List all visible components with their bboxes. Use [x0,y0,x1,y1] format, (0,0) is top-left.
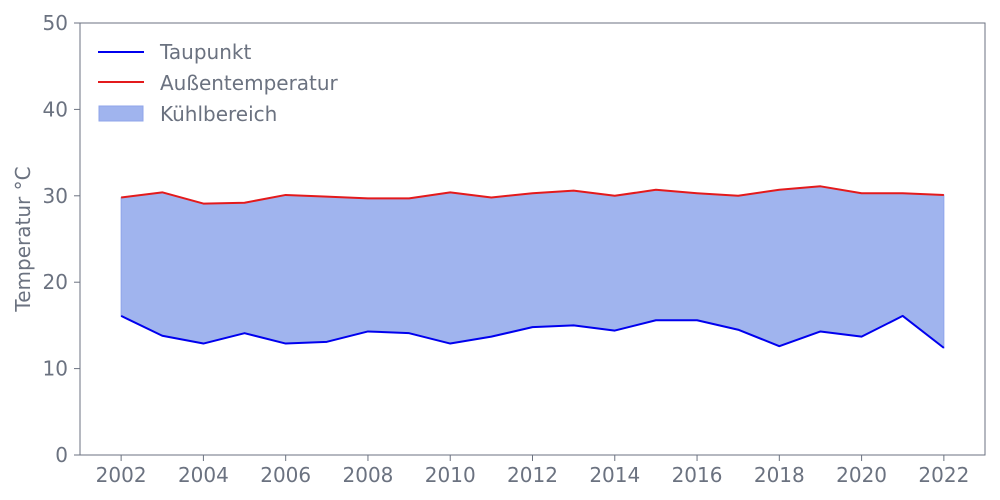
y-axis-label: Temperatur °C [11,166,35,312]
x-tick-label: 2010 [425,463,476,487]
data-point-taupunkt [202,342,205,345]
data-point-aussentemperatur [654,188,657,191]
axis-ticks: 2002 2004 2006 2008 2010 2012 2014 2016 2018 2020… [43,11,970,487]
data-point-aussentemperatur [737,194,740,197]
data-point-aussentemperatur [696,192,699,195]
data-point-aussentemperatur [901,192,904,195]
data-point-aussentemperatur [120,196,123,199]
data-point-aussentemperatur [202,202,205,205]
data-point-taupunkt [819,330,822,333]
data-point-aussentemperatur [490,196,493,199]
data-point-taupunkt [490,335,493,338]
data-point-taupunkt [860,335,863,338]
x-tick-label: 2020 [836,463,887,487]
data-point-aussentemperatur [778,188,781,191]
x-tick-label: 2022 [918,463,969,487]
series-line-aussentemperatur [121,185,944,205]
data-point-aussentemperatur [572,189,575,192]
data-point-taupunkt [572,324,575,327]
x-tick-label: 2002 [96,463,147,487]
data-point-aussentemperatur [942,193,945,196]
data-point-aussentemperatur [819,185,822,188]
legend-label-aussentemperatur: Außentemperatur [160,71,339,95]
data-point-taupunkt [366,330,369,333]
data-point-taupunkt [449,342,452,345]
data-point-aussentemperatur [243,201,246,204]
legend: Taupunkt Außentemperatur Kühlbereich [98,40,339,126]
data-point-taupunkt [696,319,699,322]
data-point-taupunkt [613,329,616,332]
y-tick-label: 0 [55,443,68,467]
y-tick-label: 50 [43,11,68,35]
fill-band-kuehlbereich [120,185,945,349]
legend-swatch-kuehlbereich [98,105,144,122]
data-point-aussentemperatur [613,194,616,197]
data-point-aussentemperatur [860,192,863,195]
data-point-aussentemperatur [531,192,534,195]
plot-area [120,185,945,349]
data-point-aussentemperatur [325,195,328,198]
data-point-taupunkt [942,346,945,349]
y-tick-label: 20 [43,270,68,294]
data-point-taupunkt [243,332,246,335]
data-point-aussentemperatur [449,191,452,194]
x-tick-label: 2018 [754,463,805,487]
legend-label-kuehlbereich: Kühlbereich [160,102,277,126]
data-point-taupunkt [654,319,657,322]
x-tick-label: 2012 [507,463,558,487]
x-tick-label: 2004 [178,463,229,487]
data-point-aussentemperatur [161,191,164,194]
legend-label-taupunkt: Taupunkt [159,40,251,64]
data-point-taupunkt [161,334,164,337]
data-point-taupunkt [408,332,411,335]
x-tick-label: 2016 [672,463,723,487]
data-point-taupunkt [284,342,287,345]
y-tick-label: 30 [43,184,68,208]
data-point-taupunkt [778,345,781,348]
data-point-taupunkt [531,326,534,329]
data-point-taupunkt [901,314,904,317]
x-tick-label: 2014 [589,463,640,487]
y-tick-label: 40 [43,97,68,121]
y-tick-label: 10 [43,357,68,381]
x-tick-label: 2006 [260,463,311,487]
data-point-taupunkt [737,328,740,331]
data-point-taupunkt [325,340,328,343]
data-point-aussentemperatur [366,197,369,200]
data-point-aussentemperatur [284,193,287,196]
data-point-aussentemperatur [408,197,411,200]
data-point-taupunkt [120,314,123,317]
x-tick-label: 2008 [343,463,394,487]
series-line-taupunkt [120,314,945,349]
